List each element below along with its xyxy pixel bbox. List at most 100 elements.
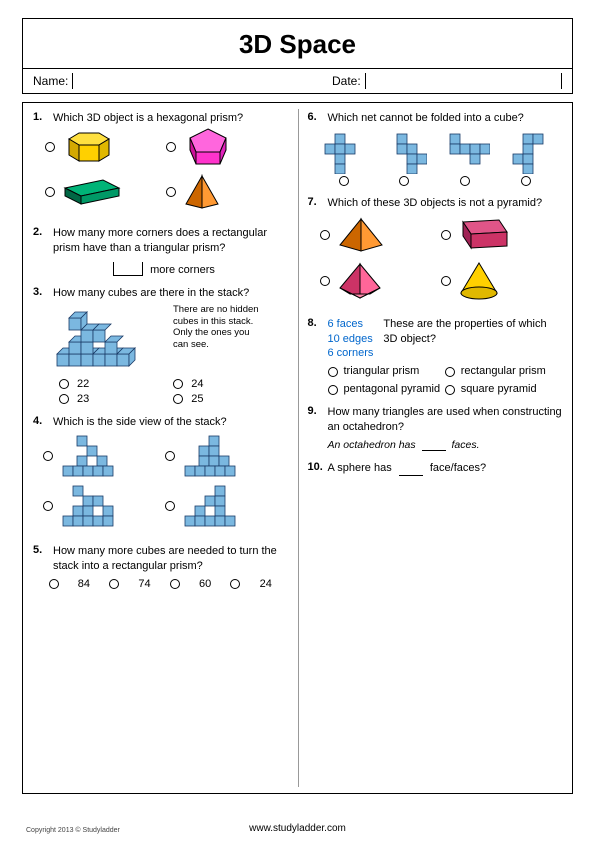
q5-opt-c: 60 — [199, 578, 211, 590]
net-c-icon — [446, 132, 490, 174]
q8-num: 8. — [308, 317, 328, 362]
q8-prop-0: 6 faces — [328, 317, 374, 332]
date-field[interactable] — [370, 74, 553, 88]
q1-opt-b-radio[interactable] — [166, 142, 176, 152]
hexagonal-prism-icon — [59, 127, 119, 167]
q1-opt-c-radio[interactable] — [45, 187, 55, 197]
q4-opt-c-radio[interactable] — [43, 501, 53, 511]
q4-text: Which is the side view of the stack? — [53, 415, 288, 430]
q3-opt-c: 23 — [77, 393, 89, 405]
question-1: 1. Which 3D object is a hexagonal prism? — [33, 111, 288, 216]
sideview-c-icon — [57, 484, 117, 528]
q8-opt-d: square pyramid — [461, 383, 537, 395]
net-b-icon — [383, 132, 427, 174]
pyramid-a-icon — [334, 215, 388, 255]
pentagonal-prism-icon — [180, 126, 235, 168]
q2-blank[interactable] — [113, 262, 143, 276]
q1-text: Which 3D object is a hexagonal prism? — [53, 111, 288, 126]
q3-note: There are no hidden cubes in this stack.… — [173, 304, 263, 350]
left-column: 1. Which 3D object is a hexagonal prism? — [23, 103, 298, 793]
q5-opt-a-radio[interactable] — [49, 579, 59, 589]
question-9: 9. How many triangles are used when cons… — [308, 405, 563, 451]
column-divider — [298, 109, 299, 787]
q7-opt-d-radio[interactable] — [441, 276, 451, 286]
q7-text: Which of these 3D objects is not a pyram… — [328, 196, 563, 211]
cone-icon — [455, 259, 503, 303]
question-3: 3. How many cubes are there in the stack… — [33, 286, 288, 406]
q3-opt-a: 22 — [77, 378, 89, 390]
q2-suffix: more corners — [150, 264, 215, 276]
q1-opt-a-radio[interactable] — [45, 142, 55, 152]
triangular-pyramid-icon — [180, 172, 224, 212]
right-column: 6. Which net cannot be folded into a cub… — [298, 103, 573, 793]
q4-opt-a-radio[interactable] — [43, 451, 53, 461]
q1-opt-d-radio[interactable] — [166, 187, 176, 197]
q6-opt-c-radio[interactable] — [460, 176, 470, 186]
title-box: 3D Space — [22, 18, 573, 69]
q3-opt-d-radio[interactable] — [173, 394, 183, 404]
q4-num: 4. — [33, 415, 53, 430]
q9-num: 9. — [308, 405, 328, 435]
q10-text-pre: A sphere has — [328, 462, 392, 474]
q5-opt-c-radio[interactable] — [170, 579, 180, 589]
name-bar-left — [72, 73, 73, 89]
q9-fill-post: faces. — [452, 439, 480, 451]
question-6: 6. Which net cannot be folded into a cub… — [308, 111, 563, 186]
q8-opt-d-radio[interactable] — [445, 385, 455, 395]
question-10: 10. A sphere has face/faces? — [308, 461, 563, 476]
q9-blank[interactable] — [422, 450, 446, 451]
q5-opt-b-radio[interactable] — [109, 579, 119, 589]
sideview-a-icon — [57, 434, 117, 478]
sideview-d-icon — [179, 484, 239, 528]
q3-num: 3. — [33, 286, 53, 301]
q7-opt-b-radio[interactable] — [441, 230, 451, 240]
q8-opt-c-radio[interactable] — [328, 385, 338, 395]
q6-num: 6. — [308, 111, 328, 126]
q8-prop-1: 10 edges — [328, 332, 374, 347]
q8-text: These are the properties of which 3D obj… — [383, 317, 562, 362]
q9-text: How many triangles are used when constru… — [328, 405, 563, 435]
q2-text: How many more corners does a rectangular… — [53, 226, 288, 256]
question-8: 8. 6 faces 10 edges 6 corners These are … — [308, 317, 563, 396]
q7-num: 7. — [308, 196, 328, 211]
q3-opt-b-radio[interactable] — [173, 379, 183, 389]
q3-text: How many cubes are there in the stack? — [53, 286, 288, 301]
q4-opt-b-radio[interactable] — [165, 451, 175, 461]
q4-opt-d-radio[interactable] — [165, 501, 175, 511]
name-label: Name: — [33, 74, 68, 88]
q8-opt-c: pentagonal pyramid — [344, 383, 441, 395]
question-2: 2. How many more corners does a rectangu… — [33, 226, 288, 276]
q5-text: How many more cubes are needed to turn t… — [53, 544, 288, 574]
q6-opt-d-radio[interactable] — [521, 176, 531, 186]
net-a-icon — [321, 132, 365, 174]
q5-opt-b: 74 — [138, 578, 150, 590]
question-4: 4. Which is the side view of the stack? — [33, 415, 288, 534]
net-d-icon — [509, 132, 553, 174]
q8-opt-a-radio[interactable] — [328, 367, 338, 377]
q1-num: 1. — [33, 111, 53, 126]
q3-opt-b: 24 — [191, 378, 203, 390]
q3-opt-d: 25 — [191, 393, 203, 405]
q5-num: 5. — [33, 544, 53, 574]
q9-fill-pre: An octahedron has — [328, 439, 416, 451]
q10-blank[interactable] — [399, 475, 423, 476]
q6-opt-a-radio[interactable] — [339, 176, 349, 186]
q3-opt-a-radio[interactable] — [59, 379, 69, 389]
q3-opt-c-radio[interactable] — [59, 394, 69, 404]
q6-opt-b-radio[interactable] — [399, 176, 409, 186]
sideview-b-icon — [179, 434, 239, 478]
q10-text-post: face/faces? — [430, 462, 486, 474]
q7-opt-c-radio[interactable] — [320, 276, 330, 286]
pyramid-c-icon — [334, 260, 386, 302]
q5-opt-a: 84 — [78, 578, 90, 590]
q10-num: 10. — [308, 461, 328, 476]
content-box: 1. Which 3D object is a hexagonal prism? — [22, 102, 573, 794]
q7-opt-a-radio[interactable] — [320, 230, 330, 240]
pyramid-b-icon — [455, 216, 511, 254]
q5-opt-d: 24 — [260, 578, 272, 590]
meta-row: Name: Date: — [22, 69, 573, 94]
q8-opt-b-radio[interactable] — [445, 367, 455, 377]
name-field[interactable] — [77, 74, 328, 88]
q5-opt-d-radio[interactable] — [230, 579, 240, 589]
q2-num: 2. — [33, 226, 53, 256]
